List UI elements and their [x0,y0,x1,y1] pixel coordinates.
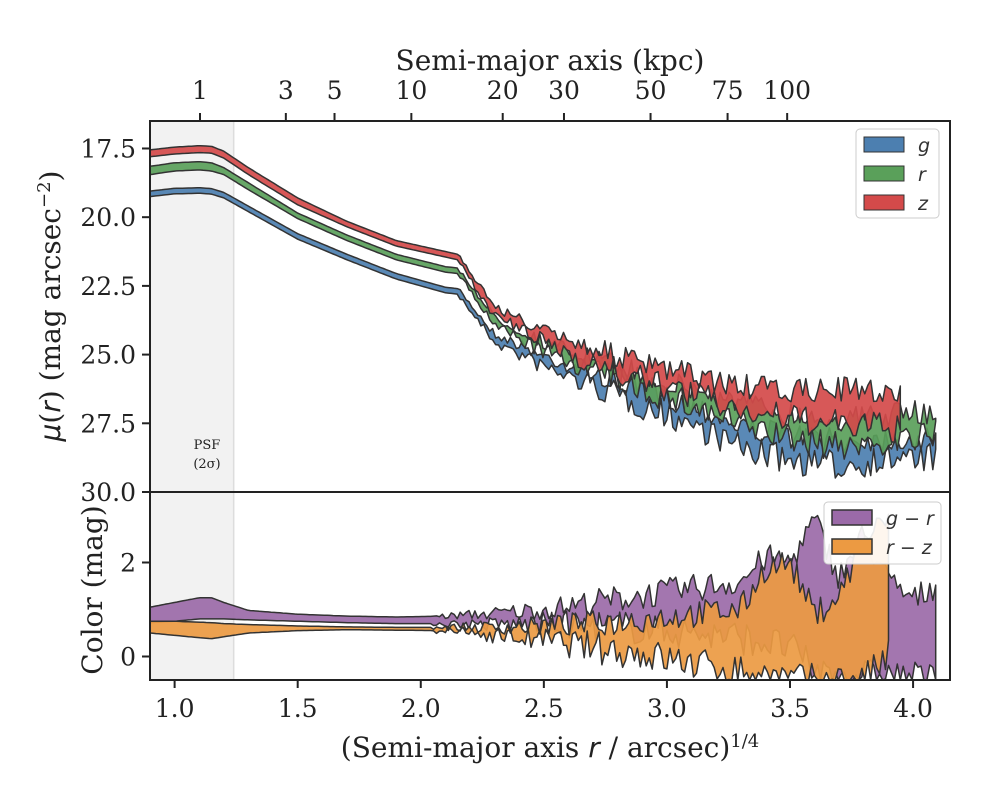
bottom-panel-frame [149,491,951,681]
y-tick-label-top: 17.5 [80,134,136,163]
psf-label-line1: PSF [194,438,221,453]
y-tick-label-top: 30.0 [80,478,136,507]
color-series-layer [149,513,937,681]
y-tick-label-top: 25.0 [80,341,136,370]
legend-label-g-r: g − r [886,508,935,530]
x-tick-label: 4.0 [893,694,933,723]
y-tick-label-top: 20.0 [80,203,136,232]
legend-label-g: g [918,135,930,157]
tick-layer: 1.0 1.5 2.0 2.5 3.0 3.5 4.0 17.5 20.0 22.5 25.0 27.… [80,76,933,723]
y-tick-label-bottom: 0 [120,643,136,672]
x-tick-label: 1.5 [278,694,318,723]
legend-swatch-r [863,165,905,182]
x-tick-label: 3.5 [770,694,810,723]
psf-region-bottom [150,492,234,680]
x-tick-label: 3.0 [647,694,687,723]
top-x-tick-label: 20 [487,76,519,105]
surface-brightness-series-layer [149,145,937,479]
top-x-tick-label: 75 [712,76,744,105]
legend-swatch-r-z [831,538,873,555]
x-tick-label: 1.0 [155,694,195,723]
bottom-y-axis-title: Color (mag) [76,505,109,674]
x-axis-title: (Semi-major axis r / arcsec)1/4 [341,731,759,765]
psf-label-line2: (2σ) [193,457,220,472]
top-x-tick-label: 30 [548,76,580,105]
y-tick-label-top: 27.5 [80,409,136,438]
top-legend: g r z [855,128,940,219]
psf-region-top [150,121,234,492]
top-y-axis-title: μ(r) (mag arcsec−2) [34,171,68,443]
legend-swatch-z [863,194,905,211]
bottom-legend: g − r r − z [823,501,942,565]
legend-swatch-g [863,136,905,153]
legend-label-r: r [918,164,927,186]
top-x-tick-label: 100 [763,76,811,105]
x-tick-label: 2.5 [524,694,564,723]
top-axis-title: Semi-major axis (kpc) [396,44,705,77]
legend-label-r-z: r − z [886,537,933,559]
top-x-tick-label: 5 [327,76,343,105]
legend-label-z: z [917,193,929,215]
top-x-tick-label: 10 [395,76,427,105]
x-tick-label: 2.0 [401,694,441,723]
y-tick-label-bottom: 2 [120,549,136,578]
y-tick-label-top: 22.5 [80,272,136,301]
legend-swatch-g-r [831,509,873,526]
top-x-tick-label: 3 [278,76,294,105]
series-band-color-r-z [149,513,890,681]
top-x-tick-label: 1 [192,76,208,105]
series-band-sb-z [149,145,902,444]
series-band-sb-r [149,161,937,460]
psf-layer [150,121,235,680]
top-x-tick-label: 50 [635,76,667,105]
